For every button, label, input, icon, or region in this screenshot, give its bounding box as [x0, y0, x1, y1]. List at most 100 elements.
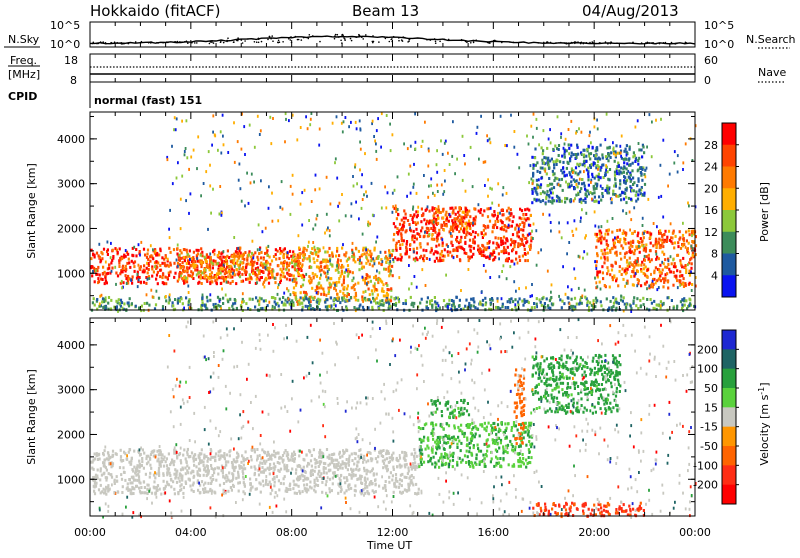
nsky-point — [93, 42, 95, 44]
power-cell — [408, 288, 410, 291]
power-cell — [265, 299, 267, 302]
power-cell — [125, 268, 127, 271]
nsky-point — [312, 35, 314, 37]
power-cell — [232, 280, 234, 283]
power-cell — [147, 252, 149, 255]
power-cell — [293, 286, 295, 289]
power-cell — [282, 267, 284, 270]
power-cell — [246, 271, 248, 274]
power-cell — [347, 264, 349, 267]
power-cell — [417, 221, 419, 224]
power-cell — [281, 180, 283, 183]
power-cell — [182, 261, 184, 264]
power-cell — [362, 198, 364, 201]
power-cell — [174, 116, 176, 119]
power-cell — [190, 192, 192, 195]
power-cell — [374, 290, 376, 293]
power-cell — [107, 248, 109, 251]
power-cell — [372, 257, 374, 260]
power-cell — [139, 254, 141, 257]
nsky-point — [509, 41, 511, 43]
power-cell — [443, 221, 445, 224]
power-cell — [536, 179, 538, 182]
power-cell — [319, 249, 321, 252]
power-cell — [540, 177, 542, 180]
power-cell — [355, 121, 357, 124]
power-cell — [519, 223, 521, 226]
power-cell — [397, 213, 399, 216]
nsky-point — [386, 36, 388, 38]
power-cell — [372, 264, 374, 267]
power-cell — [268, 268, 270, 271]
power-cell — [241, 148, 243, 151]
power-cell — [619, 270, 621, 273]
power-cell — [234, 265, 236, 268]
power-cell — [447, 250, 449, 253]
power-cell — [405, 302, 407, 305]
power-cell — [313, 276, 315, 279]
nsky-point — [301, 39, 303, 41]
power-cell — [689, 282, 691, 285]
power-cell — [528, 224, 530, 227]
power-cell — [115, 283, 117, 286]
power-cell — [431, 304, 433, 307]
velocity-cell — [187, 453, 189, 456]
power-cell — [509, 265, 511, 268]
power-cell — [636, 247, 638, 250]
power-cell — [634, 249, 636, 252]
power-cell — [561, 300, 563, 303]
power-cell — [249, 298, 251, 301]
nsky-point — [488, 42, 490, 44]
power-cell — [271, 259, 273, 262]
power-cell — [96, 298, 98, 301]
power-cell — [578, 182, 580, 185]
cpid-label: CPID — [8, 90, 37, 103]
power-cell — [485, 303, 487, 306]
power-cell — [203, 272, 205, 275]
nsky-point — [254, 41, 256, 43]
power-cell — [576, 179, 578, 182]
power-cell — [247, 278, 249, 281]
power-cell — [208, 277, 210, 280]
nsky-point — [211, 41, 213, 43]
power-cell — [562, 161, 564, 164]
power-cell — [481, 232, 483, 235]
power-cell — [300, 203, 302, 206]
power-cell — [636, 284, 638, 287]
nsky-point — [278, 40, 280, 42]
power-cell — [186, 256, 188, 259]
power-cell — [593, 185, 595, 188]
power-cell — [357, 282, 359, 285]
velocity-cell — [399, 457, 401, 460]
power-cell — [256, 281, 258, 284]
power-cell — [388, 251, 390, 254]
velocity-cell — [150, 453, 152, 456]
power-cell — [647, 198, 649, 201]
power-cell — [173, 262, 175, 265]
power-cell — [591, 192, 593, 195]
power-cell — [387, 191, 389, 194]
velocity-cell — [382, 487, 384, 490]
power-cell — [169, 293, 171, 296]
power-cell — [239, 275, 241, 278]
power-cell — [685, 246, 687, 249]
power-cell — [274, 297, 276, 300]
velocity-cell — [291, 453, 293, 456]
power-cell — [389, 260, 391, 263]
power-cell — [158, 297, 160, 300]
velocity-cell — [311, 465, 313, 468]
power-cell — [359, 168, 361, 171]
power-cell — [212, 281, 214, 284]
power-cell — [608, 191, 610, 194]
power-cell — [468, 220, 470, 223]
power-cell — [321, 269, 323, 272]
power-cell — [530, 164, 532, 167]
power-cell — [605, 189, 607, 192]
power-cell — [600, 176, 602, 179]
power-cell — [179, 249, 181, 252]
power-cell — [624, 256, 626, 259]
power-cell — [542, 190, 544, 193]
power-cell — [336, 264, 338, 267]
power-cell — [437, 190, 439, 193]
power-cell — [547, 304, 549, 307]
